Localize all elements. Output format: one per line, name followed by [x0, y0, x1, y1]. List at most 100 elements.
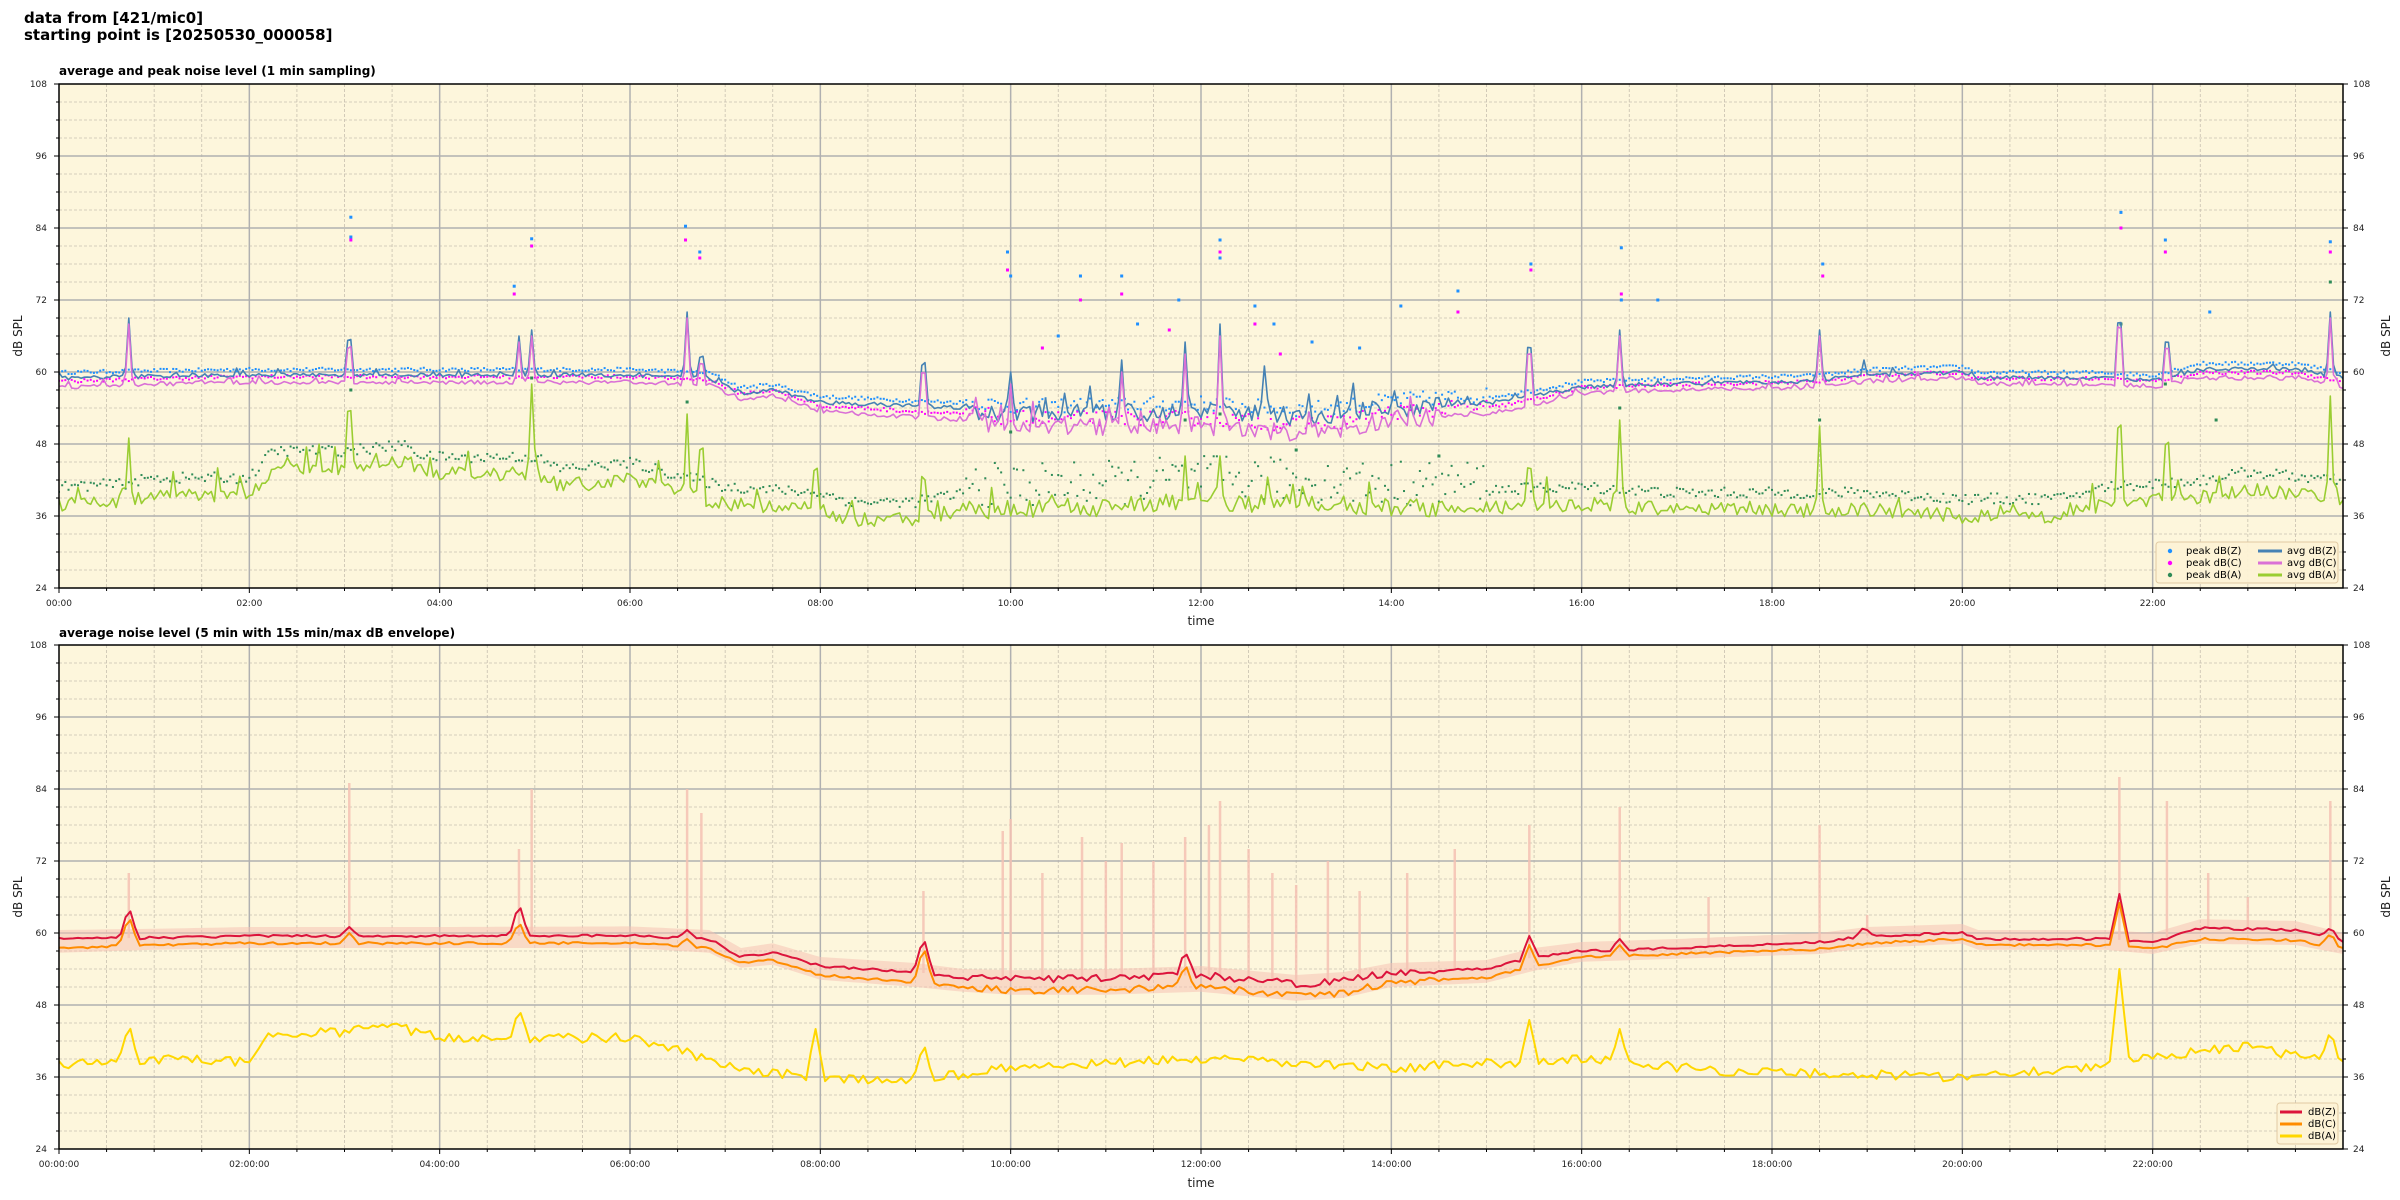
peak-point: [1330, 496, 1333, 499]
peak-point: [1964, 494, 1967, 497]
peak-point: [1847, 369, 1850, 372]
peak-point: [2085, 370, 2088, 373]
peak-point: [1790, 496, 1793, 499]
peak-point: [2024, 371, 2027, 374]
peak-point: [1948, 500, 1951, 503]
peak-point: [1019, 494, 1022, 497]
peak-point: [765, 491, 768, 494]
peak-point: [939, 491, 942, 494]
peak-point: [1266, 483, 1269, 486]
peak-point: [1434, 391, 1437, 394]
peak-point: [1751, 377, 1754, 380]
peak-point: [2158, 378, 2161, 381]
peak-point: [2192, 364, 2195, 367]
peak-point: [1552, 490, 1555, 493]
peak-point: [1472, 481, 1475, 484]
peak-point: [2183, 484, 2186, 487]
y-tick-label: 48: [36, 1001, 48, 1011]
peak-point: [1495, 404, 1498, 407]
peak-point: [1828, 371, 1831, 374]
peak-point: [2034, 370, 2037, 373]
peak-point: [1723, 383, 1726, 386]
peak-point: [264, 369, 267, 372]
peak-point: [1713, 383, 1716, 386]
peak-point: [1574, 382, 1577, 385]
peak-point: [1006, 405, 1009, 408]
peak-point: [1238, 419, 1241, 422]
peak-point: [1152, 395, 1155, 398]
peak-point: [1571, 481, 1574, 484]
x-tick-label: 20:00:00: [1942, 1160, 1983, 1170]
peak-point: [1774, 493, 1777, 496]
peak-point: [1298, 489, 1301, 492]
peak-point: [895, 398, 898, 401]
peak-point: [1989, 378, 1992, 381]
peak-point: [80, 381, 83, 384]
peak-point: [1177, 400, 1180, 403]
peak-point: [2018, 375, 2021, 378]
peak-point: [2078, 495, 2081, 498]
peak-point: [1777, 376, 1780, 379]
peak-point: [965, 477, 968, 480]
peak-point: [2253, 369, 2256, 372]
peak-point: [806, 488, 809, 491]
peak-point: [1850, 371, 1853, 374]
peak-point: [2059, 377, 2062, 380]
peak-point: [1285, 406, 1288, 409]
peak-point: [1723, 486, 1726, 489]
peak-point: [2059, 493, 2062, 496]
legend-label: dB(A): [2308, 1131, 2336, 1142]
peak-point: [1948, 364, 1951, 367]
peak-point: [1977, 370, 1980, 373]
peak-point: [305, 367, 308, 370]
peak-point: [920, 399, 923, 402]
peak-point: [832, 493, 835, 496]
peak-point: [546, 460, 549, 463]
peak-point: [1304, 477, 1307, 480]
peak-point: [1165, 415, 1168, 418]
peak-point: [1196, 408, 1199, 411]
peak-point: [2297, 372, 2300, 375]
peak-point: [1364, 406, 1367, 409]
peak-outlier-point: [1529, 268, 1533, 272]
peak-point: [337, 454, 340, 457]
peak-point: [958, 412, 961, 415]
peak-point: [375, 442, 378, 445]
peak-point: [2148, 480, 2151, 483]
peak-point: [2100, 371, 2103, 374]
peak-point: [1729, 382, 1732, 385]
peak-point: [876, 501, 879, 504]
peak-point: [140, 376, 143, 379]
peak-point: [568, 467, 571, 470]
peak-point: [1726, 377, 1729, 380]
peak-point: [1625, 379, 1628, 382]
peak-point: [2189, 483, 2192, 486]
peak-point: [1152, 410, 1155, 413]
peak-point: [556, 367, 559, 370]
peak-point: [470, 367, 473, 370]
peak-point: [2291, 361, 2294, 364]
peak-point: [663, 473, 666, 476]
peak-point: [717, 374, 720, 377]
peak-point: [1726, 381, 1729, 384]
peak-point: [226, 480, 229, 483]
peak-point: [1368, 405, 1371, 408]
peak-point: [1593, 380, 1596, 383]
peak-point: [540, 454, 543, 457]
peak-point: [1403, 392, 1406, 395]
peak-point: [1701, 377, 1704, 380]
peak-point: [1120, 471, 1123, 474]
peak-point: [2161, 484, 2164, 487]
peak-point: [1050, 417, 1053, 420]
x-tick-label: 10:00: [998, 599, 1024, 609]
peak-point: [1862, 490, 1865, 493]
peak-point: [2262, 362, 2265, 365]
peak-point: [720, 489, 723, 492]
peak-outlier-point: [1437, 454, 1441, 458]
peak-point: [191, 473, 194, 476]
peak-point: [1073, 461, 1076, 464]
peak-point: [863, 501, 866, 504]
peak-point: [2243, 372, 2246, 375]
peak-point: [267, 450, 270, 453]
